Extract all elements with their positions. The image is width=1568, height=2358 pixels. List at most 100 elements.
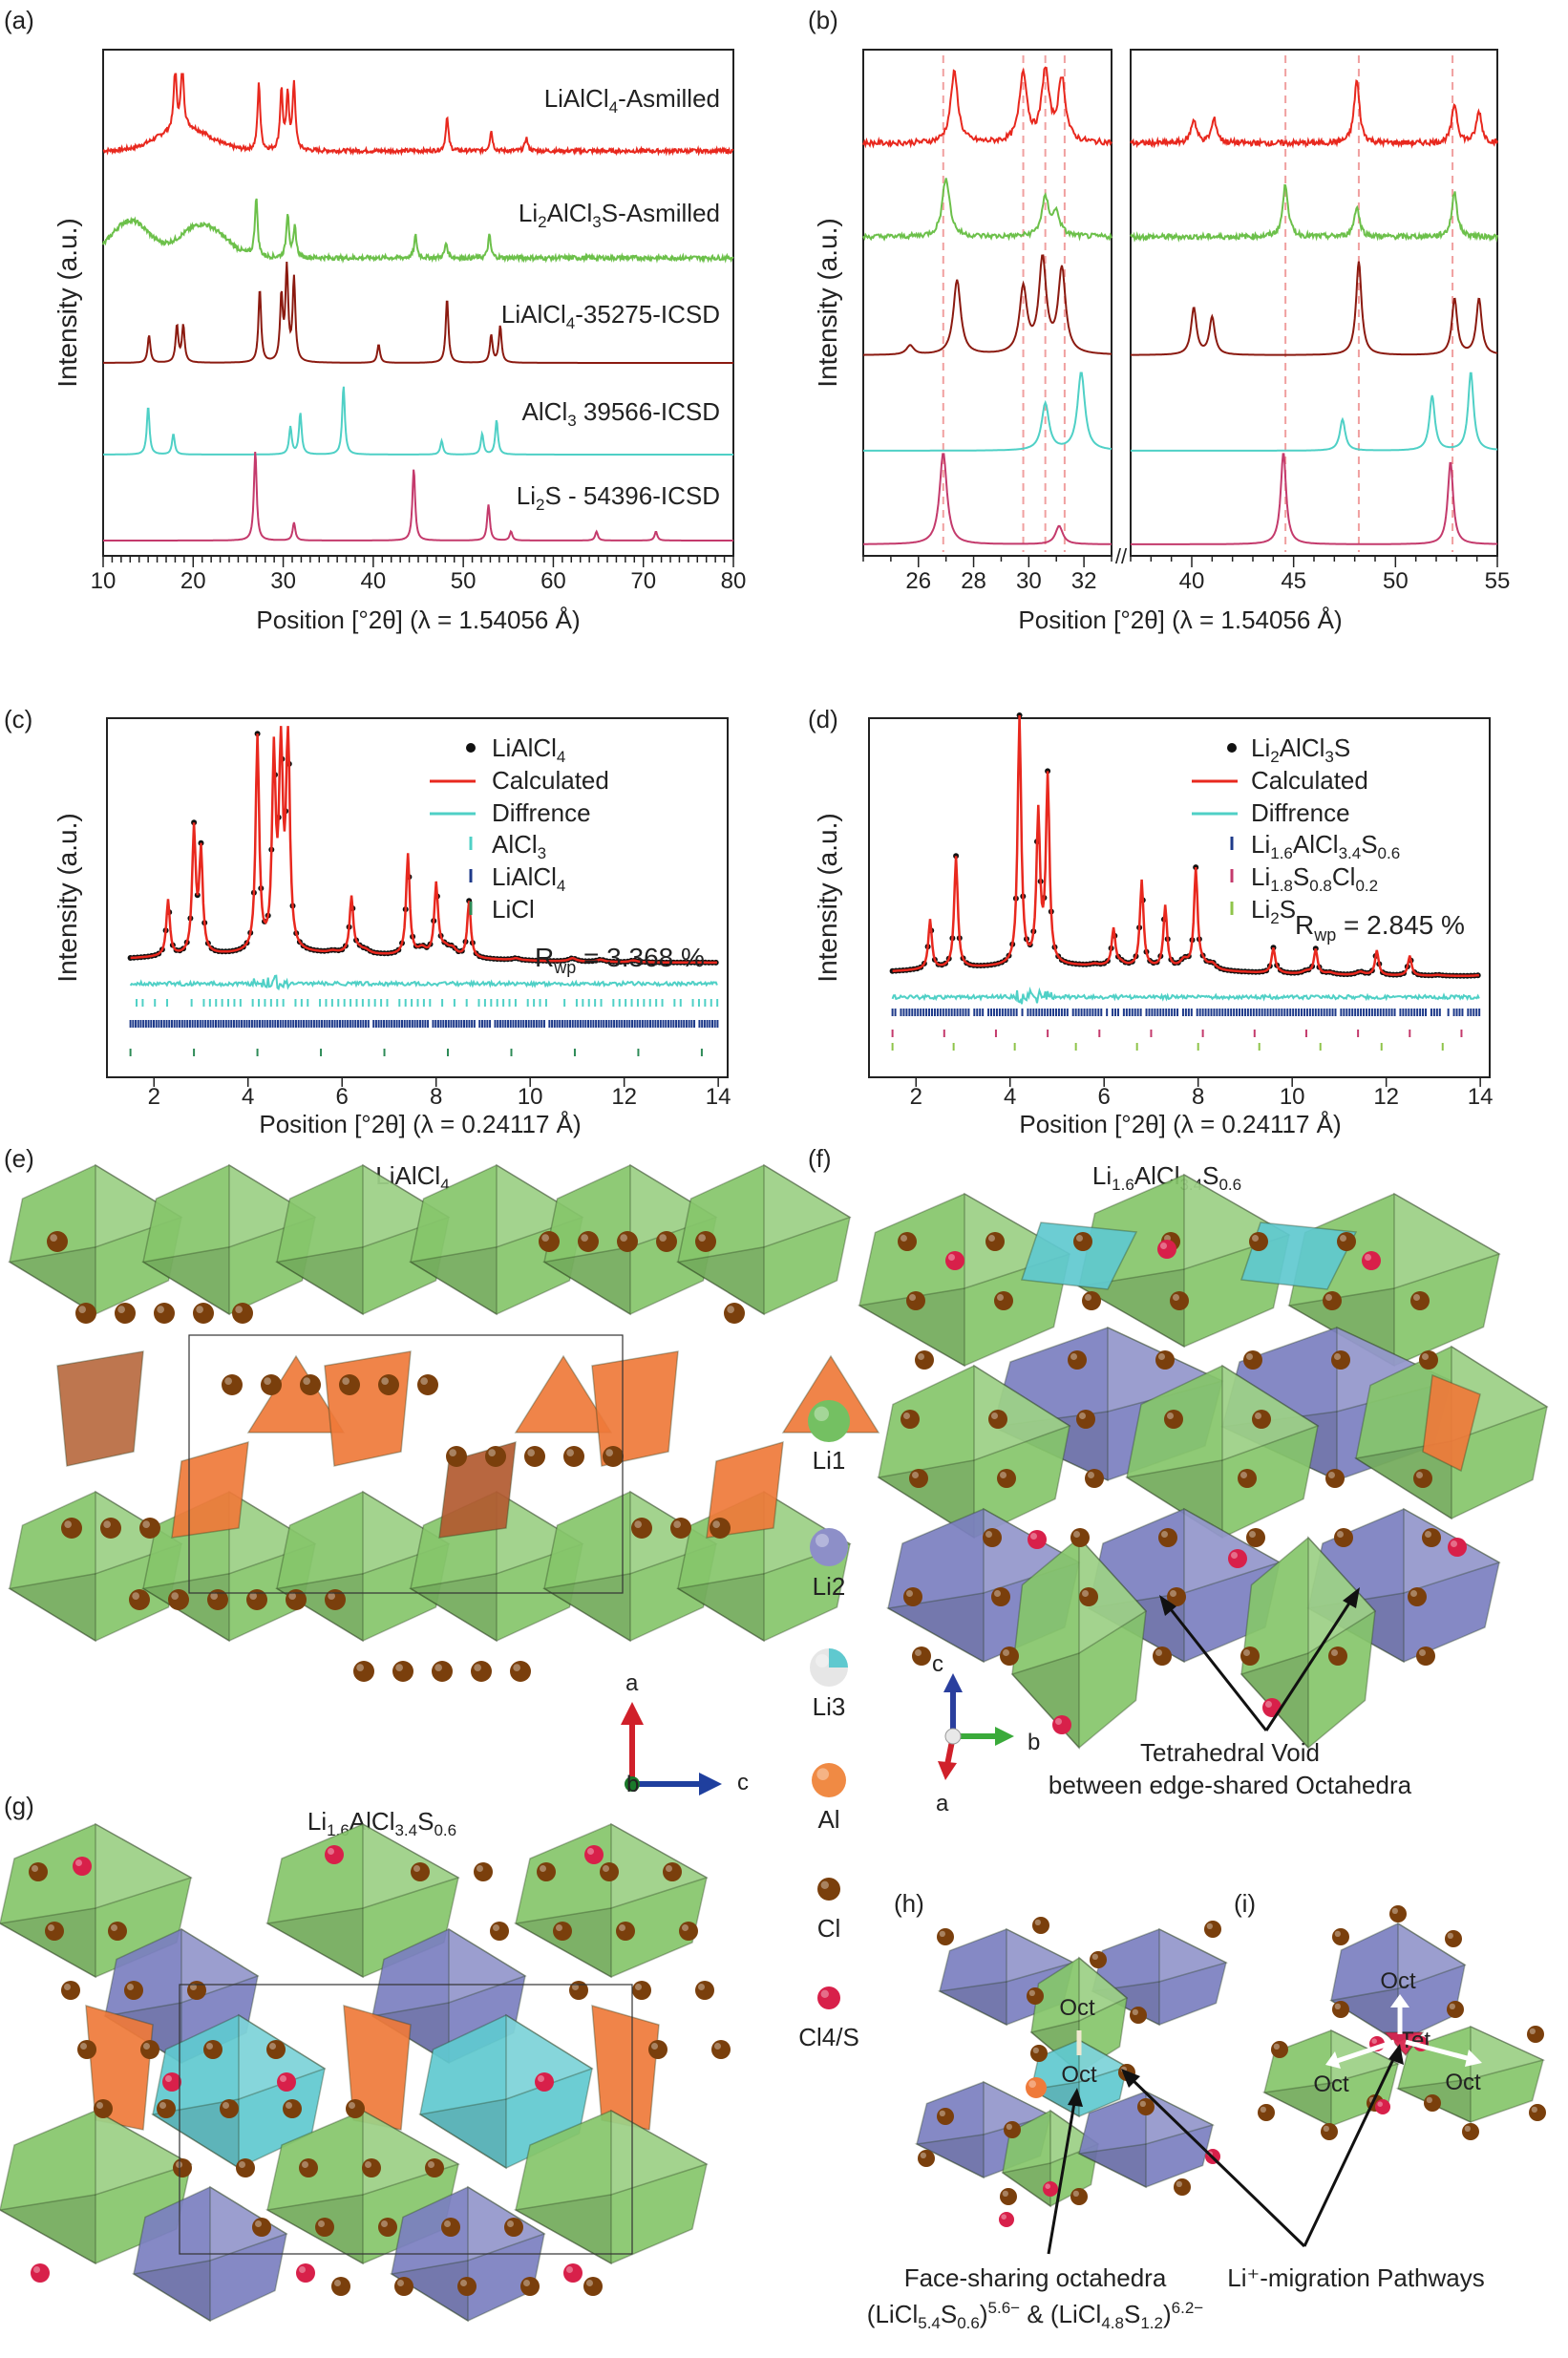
c-rwp-sub: wp bbox=[553, 958, 576, 977]
e-cl-atom bbox=[300, 1374, 321, 1395]
i-cl-atom-shine bbox=[1260, 2106, 1266, 2114]
f-cl-atom-shine bbox=[988, 1235, 995, 1242]
chart-d: 2 4 6 8 10 12 14 Position [°2θ] (λ = 0.24117 Å… bbox=[813, 712, 1494, 1138]
e-cl-atom bbox=[471, 1661, 492, 1682]
a-label-lialcl4-icsd: LiAlCl4-35275-ICSD bbox=[501, 300, 720, 332]
e-cl-atom-shine bbox=[142, 1520, 150, 1528]
e-cl-atom-shine bbox=[727, 1306, 735, 1313]
legend-atom-cl4s-shine bbox=[820, 1989, 829, 1998]
f-s-atom-shine bbox=[1160, 1243, 1167, 1249]
h-s-atom bbox=[1043, 2181, 1058, 2197]
g-cl-atom bbox=[283, 2099, 302, 2118]
g-cl-atom bbox=[411, 1862, 430, 1881]
f-cl-atom bbox=[991, 1587, 1010, 1606]
e-cl-atom-shine bbox=[50, 1234, 58, 1242]
i-cl-atom bbox=[1527, 2026, 1544, 2043]
legend-atom-cl-shine bbox=[820, 1880, 829, 1890]
chart-d-frame bbox=[868, 717, 1491, 1078]
chart-b-right-frame bbox=[1130, 49, 1498, 557]
e-oct-top-b bbox=[677, 1164, 851, 1315]
e-cl-atom-shine bbox=[342, 1377, 350, 1385]
g-cl-atom bbox=[187, 1981, 206, 2000]
e-tet-left bbox=[56, 1350, 144, 1467]
c-legend-lialcl4-phase: LiAlCl4 bbox=[492, 862, 565, 895]
legend-atom-al-shine bbox=[816, 1768, 829, 1780]
g-cl-atom-shine bbox=[111, 1924, 117, 1931]
refine-calculated-line bbox=[130, 726, 717, 965]
f-cl-atom bbox=[1085, 1469, 1104, 1488]
i-caption: Li⁺-migration Pathways bbox=[1227, 2263, 1485, 2292]
structure-e: LiAlCl4 a b c bbox=[7, 1161, 880, 1797]
b-series-2-left bbox=[863, 254, 1112, 356]
b-tick-label: 40 bbox=[1179, 568, 1205, 594]
e-cl-atom-shine bbox=[157, 1306, 164, 1313]
g-oct-purple-top-shade bbox=[370, 2002, 450, 2065]
refine-x-tick-label: 12 bbox=[611, 1084, 637, 1110]
chart-c: 2 4 6 8 10 12 14 Position [°2θ] (λ = 0.24117 Å… bbox=[53, 717, 731, 1138]
i-cl-atom-shine bbox=[1529, 2028, 1536, 2035]
g-oct-top-shade bbox=[0, 1907, 96, 1979]
g-cl-atom-shine bbox=[349, 2102, 355, 2109]
b-tick-label: 32 bbox=[1071, 568, 1097, 594]
e-cl-atom bbox=[670, 1518, 691, 1539]
d-legend-li16: Li1.6AlCl3.4S0.6 bbox=[1251, 830, 1400, 862]
i-cl-atom bbox=[1529, 2104, 1546, 2121]
g-cl-atom-shine bbox=[493, 1924, 499, 1931]
g-cl-atom bbox=[474, 1862, 493, 1881]
g-cl-atom-shine bbox=[444, 2220, 451, 2227]
e-cl-atom-shine bbox=[210, 1592, 218, 1600]
g-cl-atom bbox=[252, 2218, 271, 2237]
f-cl-atom bbox=[1408, 1587, 1427, 1606]
g-cl-atom-shine bbox=[397, 2280, 404, 2286]
legend-atom-label: Li2 bbox=[813, 1572, 846, 1601]
g-oct-top-shade bbox=[513, 1907, 612, 1979]
h-cl-atom bbox=[918, 2150, 935, 2167]
structure-g: Li1.6AlCl3.4S0.6 bbox=[0, 1807, 731, 2323]
g-cl-atom-shine bbox=[682, 1924, 689, 1931]
b-series-1-left bbox=[862, 178, 1112, 242]
e-cl-atom bbox=[154, 1303, 175, 1324]
i-cl-atom-shine bbox=[1323, 2125, 1329, 2133]
chart-b-left-frame bbox=[862, 49, 1112, 557]
chart-b-plot bbox=[862, 55, 1498, 552]
g-cl-atom-shine bbox=[507, 2220, 514, 2227]
b-tick-label: 30 bbox=[1016, 568, 1042, 594]
f-oct-purple-low-shade bbox=[885, 1592, 985, 1664]
f-s-atom bbox=[1362, 1251, 1381, 1270]
f-cl-atom-shine bbox=[994, 1590, 1001, 1597]
f-cl-atom-shine bbox=[1328, 1472, 1335, 1478]
b-series-3-right bbox=[1131, 372, 1498, 452]
g-cl-atom-shine bbox=[619, 1924, 625, 1931]
e-cl-atom bbox=[129, 1589, 150, 1610]
b-series-3-left bbox=[863, 372, 1112, 452]
chart-d-ylabel: Intensity (a.u.) bbox=[813, 813, 842, 982]
g-cl-atom bbox=[695, 1981, 714, 2000]
f-cl-atom-shine bbox=[1422, 1353, 1429, 1360]
atom-legend: Li1 Li2 Li3 Al Cl Cl4/S bbox=[798, 1400, 859, 2051]
e-cl-atom bbox=[353, 1661, 374, 1682]
g-s-atom-shine bbox=[165, 2075, 172, 2082]
g-cl-atom bbox=[679, 1922, 698, 1941]
chart-b-axis-break: // bbox=[1115, 544, 1128, 568]
f-cl-atom bbox=[1249, 1232, 1268, 1251]
g-cl-atom-shine bbox=[80, 2043, 87, 2050]
g-cl-atom bbox=[29, 1862, 48, 1881]
e-oct-top-a-shade bbox=[7, 1245, 96, 1316]
h-cl-atom-shine bbox=[1034, 1919, 1041, 1925]
e-cl-atom-shine bbox=[132, 1592, 139, 1600]
g-oct-top bbox=[266, 1823, 459, 1978]
g-oct-teal-shade bbox=[150, 2098, 240, 2170]
e-cl-atom bbox=[631, 1518, 652, 1539]
legend-atom-label: Li3 bbox=[813, 1692, 846, 1721]
f-annotation-arrowhead-2 bbox=[1343, 1587, 1360, 1608]
f-cl-atom-shine bbox=[1088, 1472, 1094, 1478]
i-caption-arrowhead-2 bbox=[1388, 2044, 1404, 2065]
axis-f-b-label: b bbox=[1028, 1730, 1040, 1755]
e-cl-atom bbox=[603, 1446, 624, 1467]
h-cl-atom-shine bbox=[1132, 2008, 1138, 2016]
axis-e-b-origin bbox=[625, 1776, 640, 1792]
a-tick-label: 70 bbox=[630, 568, 656, 594]
g-cl-atom-shine bbox=[96, 2102, 103, 2109]
legend-atom-label: Cl bbox=[817, 1914, 841, 1943]
e-cl-atom bbox=[563, 1446, 584, 1467]
